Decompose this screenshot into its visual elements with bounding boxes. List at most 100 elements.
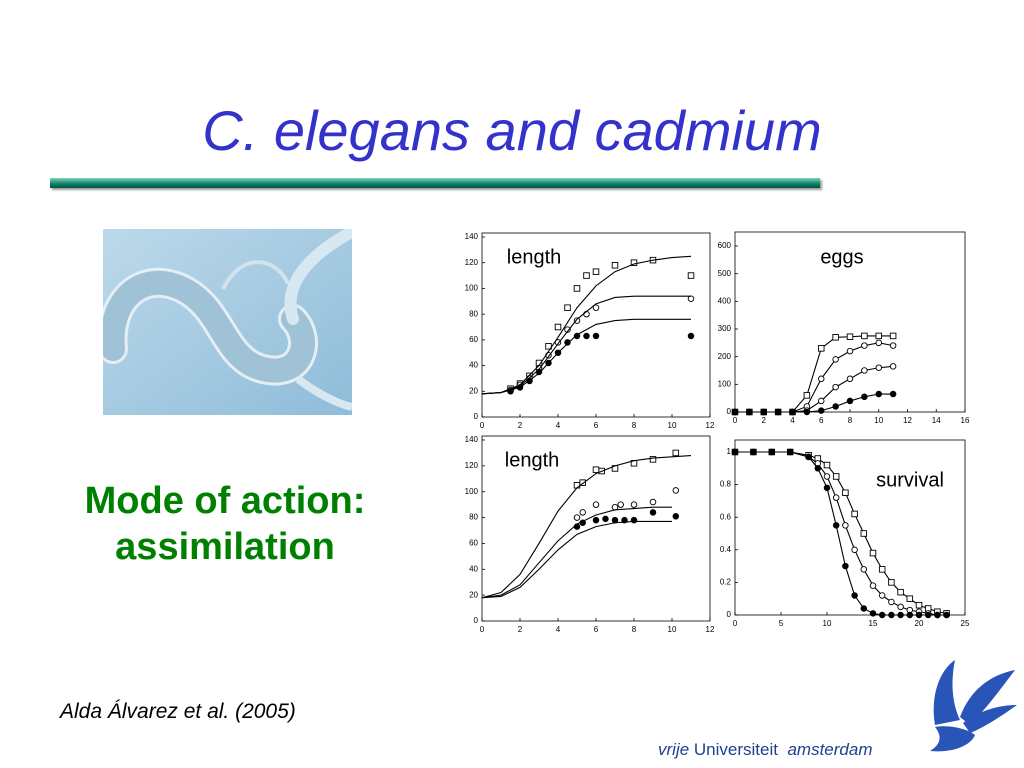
y-tick-label: 40 [469, 361, 478, 370]
series-line [735, 342, 894, 413]
y-tick-label: 600 [718, 241, 732, 250]
x-tick-label: 0 [480, 421, 485, 430]
x-tick-label: 10 [874, 416, 883, 425]
marker [897, 588, 904, 596]
fit-curve [481, 520, 672, 599]
marker [731, 448, 739, 456]
subheading-line: Mode of action: [84, 480, 366, 522]
panel-label: survival [876, 469, 944, 491]
y-tick-label: 0.6 [720, 512, 732, 521]
marker [889, 342, 897, 349]
x-tick-label: 10 [668, 421, 677, 430]
subheading-line: assimilation [115, 526, 335, 568]
marker [789, 408, 796, 416]
y-tick-label: 120 [465, 258, 479, 267]
logo-word: amsterdam [787, 740, 873, 759]
marker [823, 461, 831, 469]
marker [630, 259, 638, 266]
marker [672, 449, 680, 457]
marker [842, 489, 849, 497]
marker [687, 295, 695, 302]
marker [583, 272, 590, 279]
marker [649, 509, 657, 516]
y-tick-label: 20 [469, 590, 478, 599]
marker [803, 392, 811, 399]
marker [860, 530, 868, 537]
marker [915, 611, 923, 619]
y-tick-label: 0 [727, 407, 732, 416]
marker [869, 610, 877, 617]
marker [888, 611, 895, 619]
marker [915, 601, 923, 609]
x-tick-label: 4 [556, 421, 561, 430]
y-tick-label: 0.2 [720, 578, 732, 587]
marker [851, 546, 858, 554]
y-tick-label: 140 [465, 232, 479, 241]
marker [846, 333, 854, 340]
y-tick-label: 20 [469, 386, 478, 395]
plot-frame [734, 439, 966, 616]
x-tick-label: 12 [706, 421, 715, 430]
marker [554, 323, 562, 331]
marker [832, 473, 840, 480]
marker [564, 304, 571, 311]
x-tick-label: 0 [733, 416, 738, 425]
y-tick-label: 40 [469, 564, 478, 573]
subheading: Mode of action: assimilation [30, 478, 420, 570]
y-tick-label: 0 [474, 616, 479, 625]
fit-curve [481, 295, 691, 395]
fit-curve [481, 255, 692, 395]
y-tick-label: 100 [465, 284, 479, 293]
marker [906, 611, 914, 619]
x-tick-label: 6 [594, 421, 599, 430]
marker [592, 268, 600, 275]
marker [602, 515, 609, 523]
title-rule [50, 178, 820, 188]
marker [731, 408, 739, 416]
marker [583, 332, 590, 340]
marker [869, 549, 877, 557]
marker [832, 494, 840, 501]
marker [746, 408, 753, 416]
y-tick-label: 60 [469, 335, 478, 344]
y-tick-label: 80 [469, 309, 478, 318]
panel-label: length [507, 246, 562, 268]
marker [592, 304, 600, 311]
marker [869, 582, 877, 589]
x-tick-label: 8 [848, 416, 853, 425]
x-tick-label: 2 [518, 421, 523, 430]
marker [861, 367, 868, 374]
marker [846, 375, 854, 383]
x-tick-label: 8 [632, 421, 637, 430]
marker [860, 605, 868, 612]
x-tick-label: 6 [594, 625, 599, 634]
panel-label: length [505, 449, 560, 471]
marker [846, 347, 854, 355]
marker [878, 592, 886, 599]
marker [823, 484, 831, 492]
marker [592, 516, 600, 524]
marker [878, 566, 886, 573]
x-tick-label: 0 [733, 619, 738, 628]
y-tick-label: 60 [469, 539, 478, 548]
y-tick-label: 200 [718, 352, 732, 361]
marker [774, 408, 782, 416]
marker [823, 473, 831, 480]
x-tick-label: 12 [706, 625, 715, 634]
x-tick-label: 2 [762, 416, 767, 425]
marker [649, 456, 657, 463]
marker [592, 466, 600, 473]
marker [897, 603, 904, 611]
x-tick-label: 6 [819, 416, 824, 425]
y-tick-label: 140 [465, 435, 479, 444]
y-tick-label: 100 [465, 487, 479, 496]
series-line [735, 335, 894, 413]
y-tick-label: 100 [718, 379, 732, 388]
marker [943, 611, 950, 619]
marker [672, 513, 680, 520]
marker [875, 364, 883, 371]
y-tick-label: 0 [727, 610, 732, 619]
x-tick-label: 10 [668, 625, 677, 634]
marker [888, 598, 895, 606]
y-tick-label: 0 [474, 412, 479, 421]
